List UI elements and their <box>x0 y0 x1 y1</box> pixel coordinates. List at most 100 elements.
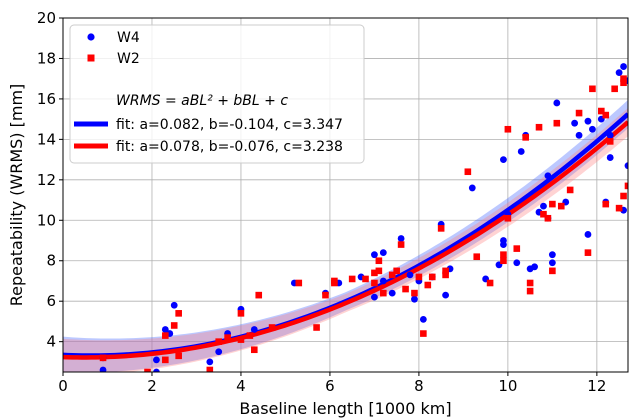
point-w2 <box>526 287 534 295</box>
point-w2 <box>175 310 182 317</box>
legend: W4 W2 WRMS = aBL² + bBL + c fit: a=0.082… <box>69 24 365 164</box>
point-w2 <box>615 204 623 212</box>
point-w2 <box>348 275 356 283</box>
y-tick-label: 4 <box>46 333 56 351</box>
point-w2 <box>620 79 627 87</box>
point-w2 <box>584 249 592 256</box>
point-w2 <box>397 241 405 248</box>
point-w2 <box>602 200 610 208</box>
point-w2 <box>620 192 627 200</box>
point-w4 <box>388 289 396 297</box>
legend-w2-label: W2 <box>117 51 140 67</box>
point-w2 <box>224 334 231 341</box>
x-tick-label: 2 <box>147 377 157 395</box>
point-w4 <box>215 348 223 356</box>
point-w2 <box>549 200 556 208</box>
point-w4 <box>575 131 583 139</box>
point-w4 <box>379 277 387 285</box>
point-w2 <box>553 119 561 127</box>
point-w2 <box>215 338 223 345</box>
legend-fit1-label: fit: a=0.082, b=-0.104, c=3.347 <box>116 117 343 133</box>
legend-fit2-label: fit: a=0.078, b=-0.076, c=3.238 <box>116 139 343 155</box>
point-w2 <box>437 225 445 232</box>
point-w4 <box>548 259 556 267</box>
y-tick-label: 14 <box>37 130 56 148</box>
x-tick-label: 12 <box>587 377 606 395</box>
point-w2 <box>566 186 574 194</box>
point-w4 <box>589 125 596 133</box>
point-w2 <box>598 107 605 115</box>
y-axis-ticks: 4 6 8 10 12 14 16 18 20 <box>37 9 63 351</box>
point-w2 <box>362 275 369 283</box>
point-w4 <box>371 293 378 301</box>
point-w4 <box>153 368 160 372</box>
point-w4 <box>548 251 556 259</box>
y-tick-label: 16 <box>37 90 56 108</box>
point-w2 <box>393 267 400 275</box>
point-w2 <box>375 257 383 265</box>
x-tick-label: 10 <box>498 377 517 395</box>
point-w2 <box>158 375 165 382</box>
point-w4 <box>606 131 614 139</box>
point-w2 <box>424 281 432 289</box>
point-w2 <box>486 279 494 287</box>
point-w2 <box>420 330 427 337</box>
point-w4 <box>584 117 592 125</box>
point-w4 <box>500 237 507 244</box>
point-w2 <box>246 332 254 339</box>
point-w2 <box>371 279 378 287</box>
point-w4 <box>419 316 427 323</box>
point-w4 <box>153 356 160 364</box>
point-w2 <box>175 352 182 360</box>
point-w2 <box>611 85 618 93</box>
point-w2 <box>375 267 383 275</box>
data-points <box>99 63 628 382</box>
point-w4 <box>517 148 525 155</box>
x-tick-label: 0 <box>58 377 68 395</box>
point-w2 <box>606 138 614 145</box>
point-w2 <box>504 125 512 133</box>
legend-box <box>69 24 365 164</box>
point-w2 <box>500 257 507 265</box>
point-w2 <box>442 267 449 275</box>
x-tick-label: 8 <box>414 377 424 395</box>
point-w4 <box>379 249 387 257</box>
point-w2 <box>255 291 263 299</box>
y-tick-label: 6 <box>46 292 56 310</box>
y-axis-label: Repeatability (WRMS) [mm] <box>7 84 26 307</box>
x-tick-label: 6 <box>325 377 335 395</box>
legend-w4-label: W4 <box>117 30 140 46</box>
point-w4 <box>442 291 449 299</box>
point-w2 <box>331 277 338 285</box>
point-w2 <box>313 324 320 331</box>
point-w2 <box>535 123 543 131</box>
point-w4 <box>406 271 414 279</box>
point-w2 <box>513 245 521 252</box>
point-w4 <box>500 156 507 164</box>
confidence-band-2 <box>63 107 628 372</box>
point-w4 <box>584 231 592 238</box>
point-w2 <box>268 324 276 331</box>
point-w4 <box>206 358 214 366</box>
point-w2 <box>442 271 449 279</box>
point-w2 <box>522 134 529 141</box>
legend-w2-marker <box>87 54 95 62</box>
point-w2 <box>575 109 583 117</box>
point-w4 <box>397 235 405 242</box>
point-w2 <box>504 214 512 222</box>
point-w4 <box>531 263 538 271</box>
point-w4 <box>161 326 169 333</box>
point-w2 <box>388 271 396 279</box>
fit-lines <box>63 112 628 360</box>
point-w2 <box>526 279 534 287</box>
point-w4 <box>620 63 627 70</box>
point-w2 <box>206 366 214 372</box>
point-w2 <box>371 269 378 277</box>
confidence-band-1 <box>63 99 628 372</box>
point-w2 <box>250 346 258 354</box>
point-w2 <box>380 289 387 297</box>
point-w4 <box>170 301 178 309</box>
point-w2 <box>144 368 151 372</box>
point-w2 <box>464 168 472 176</box>
point-w2 <box>544 214 552 222</box>
